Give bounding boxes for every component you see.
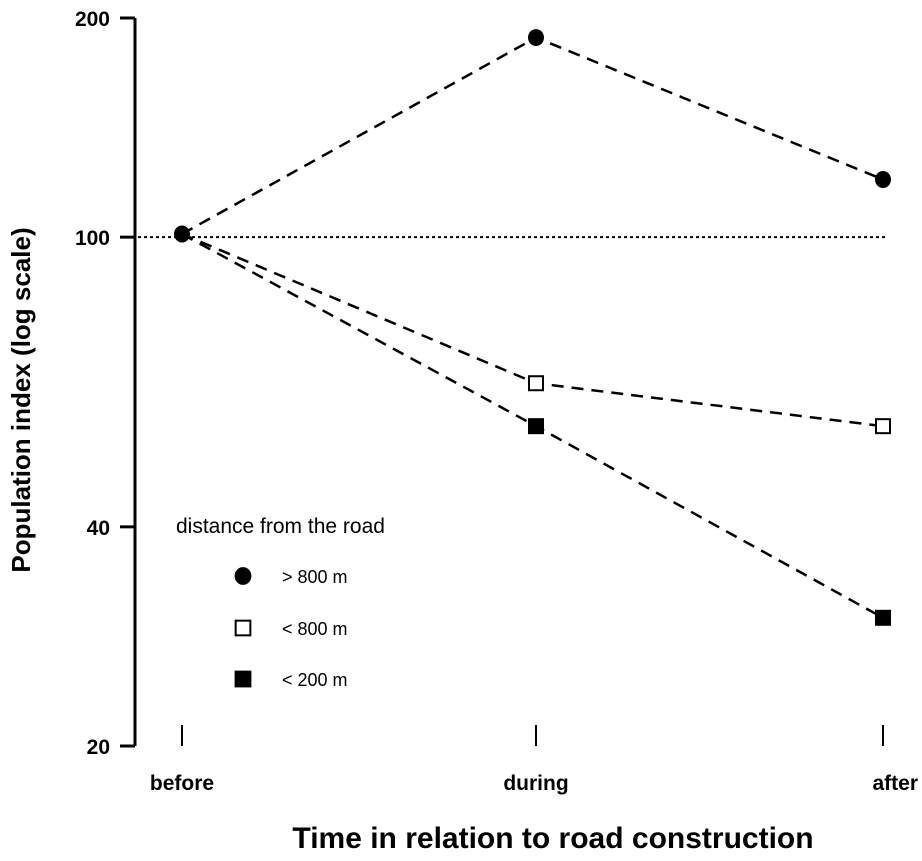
legend-marker <box>234 567 252 585</box>
data-point-marker <box>174 225 190 243</box>
legend-title: distance from the road <box>176 515 385 538</box>
x-tick-label: before <box>150 772 214 795</box>
x-ticks: before during after <box>150 725 918 795</box>
data-point-marker <box>875 171 891 189</box>
legend-items: > 800 m < 800 m < 200 m <box>234 567 348 690</box>
legend-marker <box>234 670 252 688</box>
data-point-marker <box>528 29 544 47</box>
legend-label: < 800 m <box>282 619 348 639</box>
x-tick-label: after <box>872 772 918 795</box>
legend-label: > 800 m <box>282 567 348 587</box>
y-tick-label: 100 <box>75 227 110 250</box>
data-point-marker <box>875 418 891 435</box>
legend-marker <box>234 619 252 637</box>
y-ticks: 20 40 100 200 <box>75 8 135 759</box>
legend: distance from the road > 800 m < 800 m < 2… <box>176 515 385 690</box>
y-tick-label: 200 <box>75 8 110 31</box>
y-tick-label: 20 <box>87 736 110 759</box>
data-point-marker <box>528 375 544 392</box>
data-point-marker <box>528 418 544 435</box>
data-point-marker <box>875 609 891 626</box>
y-tick-label: 40 <box>87 517 110 540</box>
series-line <box>181 232 884 428</box>
series-line <box>181 36 884 236</box>
legend-label: < 200 m <box>282 670 348 690</box>
series-markers <box>174 29 891 626</box>
y-axis-title: Population index (log scale) <box>6 227 36 572</box>
x-tick-label: during <box>503 772 568 795</box>
x-axis-title: Time in relation to road construction <box>292 822 813 855</box>
